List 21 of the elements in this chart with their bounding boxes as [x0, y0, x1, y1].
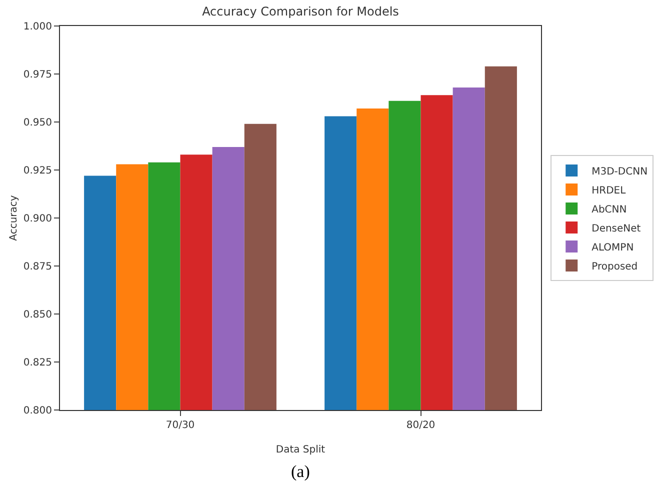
y-tick-label: 0.925	[23, 166, 52, 176]
y-tick-label: 0.950	[23, 118, 52, 128]
y-tick-label: 0.825	[23, 358, 52, 368]
legend-label: DenseNet	[592, 223, 641, 234]
y-tick-label: 0.875	[23, 262, 52, 272]
y-axis-title: Accuracy	[8, 195, 20, 241]
chart-title: Accuracy Comparison for Models	[202, 4, 399, 19]
y-tick-label: 0.900	[23, 214, 52, 224]
y-tick-label: 1.000	[23, 22, 52, 32]
y-tick-label: 0.800	[23, 406, 52, 416]
y-tick-label: 0.850	[23, 310, 52, 320]
text: (a)	[291, 462, 310, 481]
y-tick-label: 0.975	[23, 70, 52, 80]
x-tick-label: 80/20	[406, 420, 436, 431]
legend-label: Proposed	[592, 261, 638, 272]
x-axis-title: Data Split	[276, 444, 326, 456]
legend-label: M3D-DCNN	[592, 166, 648, 178]
x-tick-label: 70/30	[166, 420, 195, 431]
legend-label: AbCNN	[592, 204, 627, 216]
legend-label: HRDEL	[592, 185, 626, 196]
legend-label: ALOMPN	[592, 242, 634, 254]
